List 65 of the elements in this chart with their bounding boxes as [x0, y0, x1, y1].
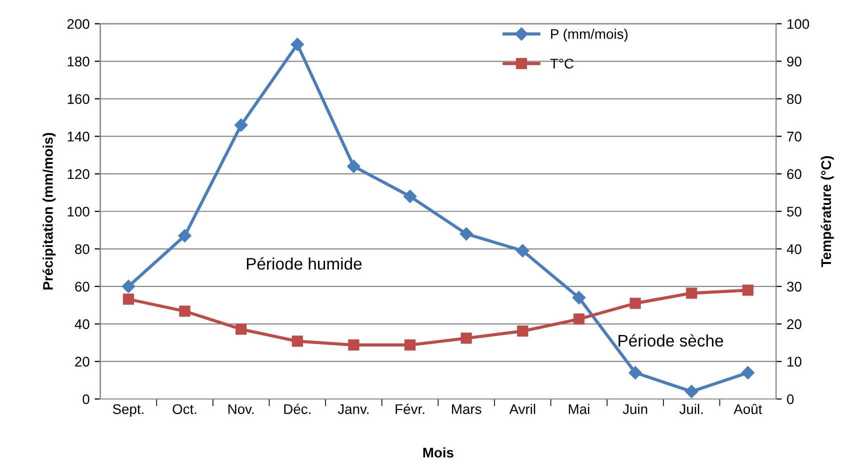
- y2-tick-label: 10: [788, 356, 802, 367]
- y-tick-label: 60: [75, 282, 90, 292]
- y-tick-label: 20: [75, 356, 90, 367]
- x-tick-label: Avril: [509, 404, 536, 414]
- point: [684, 384, 698, 398]
- point: [292, 336, 303, 347]
- legend-label: T°C: [550, 58, 574, 69]
- x-tick-label: Sept.: [112, 404, 144, 417]
- y-tick-label: 120: [68, 169, 90, 180]
- x-tick-label: Févr.: [396, 404, 424, 414]
- point: [517, 326, 528, 337]
- point: [460, 227, 473, 240]
- y2-axis-title: Température (°C): [820, 156, 834, 268]
- x-tick-label: Mars: [452, 404, 482, 414]
- point: [741, 366, 754, 380]
- y2-tick-label: 0: [787, 394, 794, 404]
- point: [573, 314, 585, 325]
- point: [460, 332, 472, 344]
- y2-tick-label: 50: [787, 206, 802, 217]
- y-axis-title: Précipitation (mm/mois): [42, 132, 56, 290]
- y2-tick-label: 70: [787, 132, 802, 142]
- x-axis-title: Mois: [423, 447, 454, 458]
- y-tick-label: 200: [67, 19, 90, 29]
- y2-tick-label: 80: [787, 94, 802, 104]
- point: [628, 366, 642, 380]
- point: [236, 324, 247, 335]
- point: [290, 38, 304, 51]
- y2-tick-label: 30: [786, 282, 802, 292]
- x-tick-label: Déc.: [284, 404, 310, 414]
- y-tick-label: 0: [82, 394, 90, 404]
- point: [630, 298, 641, 309]
- y2-tick-label: 90: [787, 56, 802, 66]
- point: [178, 229, 192, 242]
- x-tick-label: Juil.: [679, 404, 703, 414]
- y-tick-label: 180: [68, 56, 90, 66]
- point: [403, 190, 417, 203]
- point: [572, 291, 586, 304]
- point: [686, 288, 698, 299]
- y-tick-label: 100: [68, 206, 90, 217]
- x-tick-label: Janv.: [338, 404, 369, 414]
- point: [516, 244, 530, 258]
- annotation: Période humide: [246, 257, 362, 270]
- point: [348, 339, 360, 351]
- point: [234, 118, 248, 132]
- annotation: Période sèche: [618, 334, 724, 347]
- y2-tick-label: 100: [788, 19, 810, 29]
- point: [122, 294, 134, 305]
- y-tick-label: 160: [68, 94, 90, 104]
- point: [179, 306, 190, 317]
- point: [742, 284, 754, 296]
- legend-label: P (mm/mois): [551, 28, 628, 42]
- y2-tick-label: 60: [787, 169, 802, 180]
- x-tick-label: Août: [734, 404, 762, 414]
- x-tick-label: Nov.: [228, 404, 254, 414]
- x-tick-label: Juin: [622, 404, 648, 414]
- x-tick-label: Oct.: [172, 404, 196, 414]
- x-tick-label: Mai: [568, 404, 590, 414]
- y-tick-label: 40: [74, 319, 90, 330]
- point: [347, 160, 360, 173]
- y-tick-label: 80: [75, 244, 90, 254]
- y2-tick-label: 40: [786, 244, 802, 254]
- point: [122, 280, 136, 294]
- point: [404, 339, 416, 351]
- y2-tick-label: 20: [787, 319, 802, 330]
- y-tick-label: 140: [68, 132, 90, 142]
